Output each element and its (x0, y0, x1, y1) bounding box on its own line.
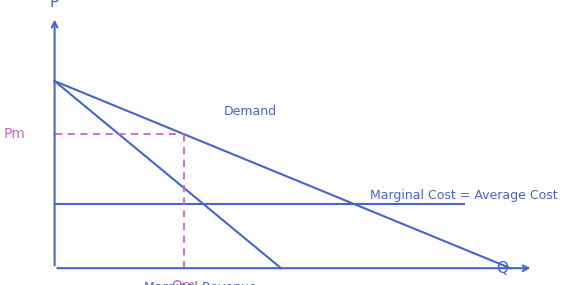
Text: Pm: Pm (4, 127, 26, 141)
Text: Q: Q (496, 261, 508, 276)
Text: Marginal Revenue: Marginal Revenue (144, 281, 257, 285)
Text: Marginal Cost = Average Cost: Marginal Cost = Average Cost (370, 189, 558, 202)
Text: P: P (50, 0, 59, 10)
Text: Demand: Demand (223, 105, 277, 118)
Text: Qm: Qm (171, 279, 196, 285)
